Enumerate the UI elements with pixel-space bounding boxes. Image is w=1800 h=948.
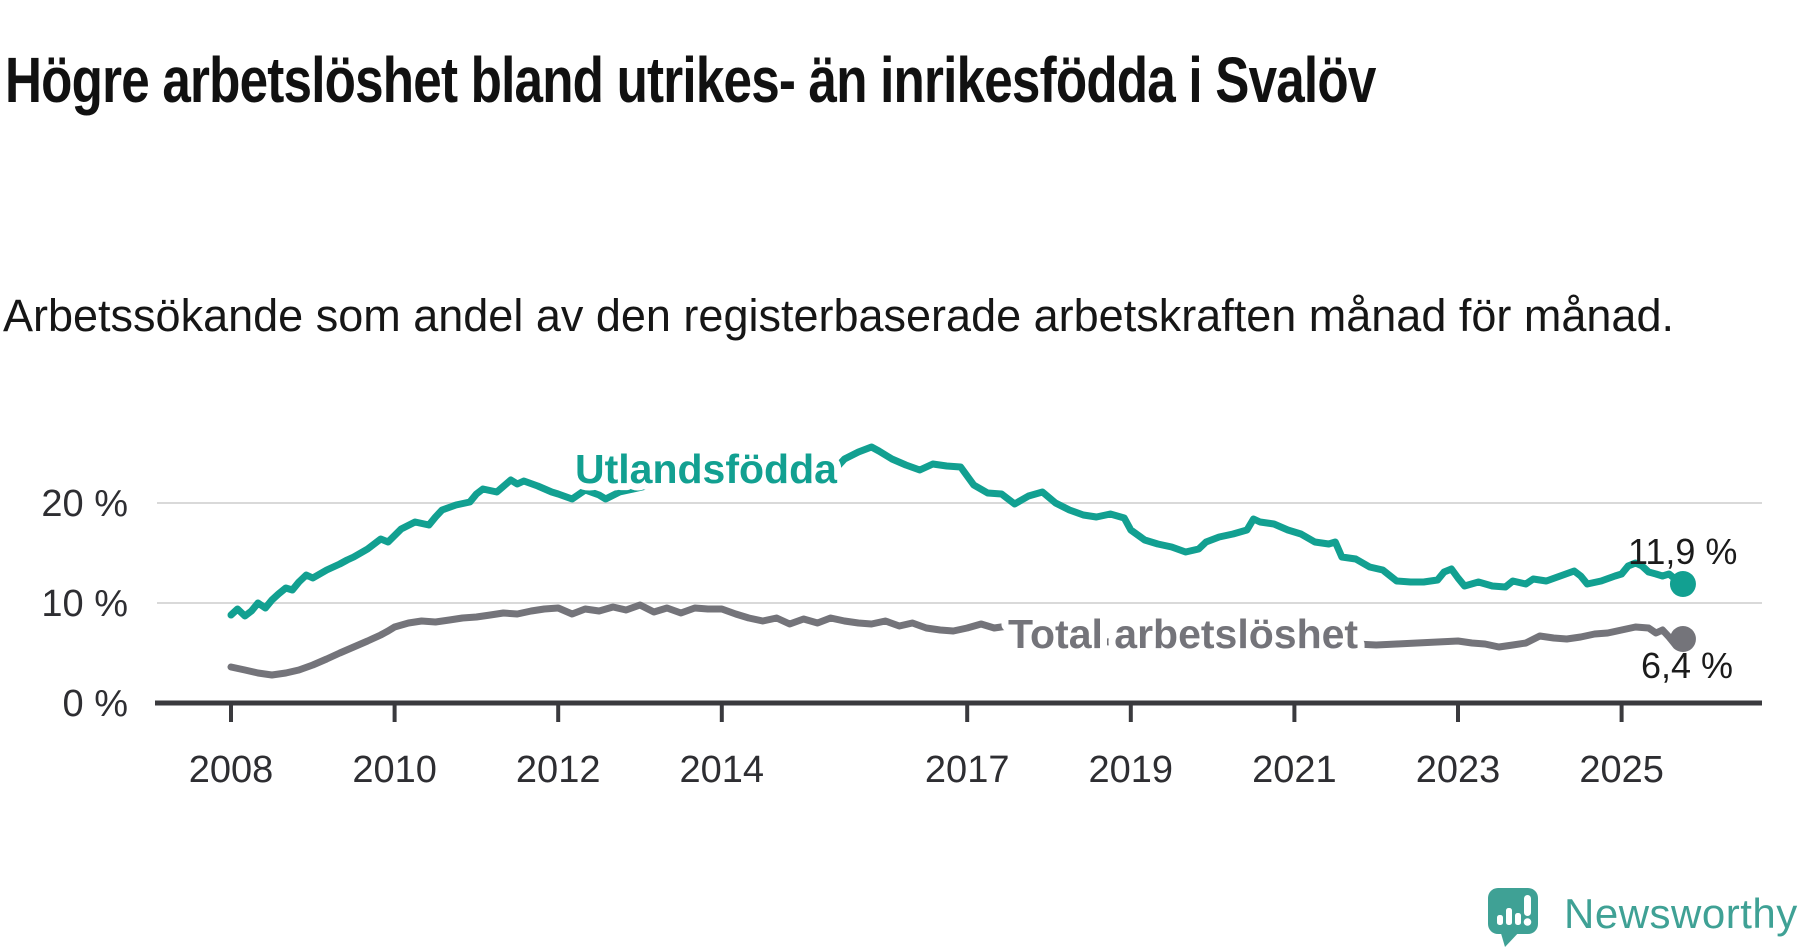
- series-end-dot-0: [1669, 571, 1696, 597]
- x-tick-label: 2019: [1089, 749, 1174, 791]
- y-tick-label: 20 %: [41, 483, 128, 525]
- series-line-0: [227, 443, 1687, 620]
- newsworthy-wordmark: Newsworthy: [1564, 890, 1798, 937]
- series-end-value-0: 11,9 %: [1628, 531, 1737, 572]
- y-tick-label: 0 %: [63, 683, 128, 725]
- series-label-1: Total arbetslöshet: [1008, 611, 1358, 657]
- x-tick-label: 2017: [925, 749, 1010, 791]
- x-tick-label: 2021: [1252, 749, 1337, 791]
- series-line-1: [227, 601, 1687, 679]
- page-title: Högre arbetslöshet bland utrikes- än inr…: [5, 43, 1376, 116]
- series-label-0: Utlandsfödda: [575, 446, 838, 492]
- x-tick-label: 2014: [680, 749, 765, 791]
- x-tick-label: 2023: [1416, 749, 1501, 791]
- x-tick-label: 2025: [1579, 749, 1664, 791]
- newsworthy-bubble-chart-icon: [1488, 888, 1538, 947]
- x-tick-label: 2008: [189, 749, 274, 791]
- x-tick-label: 2012: [516, 749, 601, 791]
- y-tick-label: 10 %: [41, 583, 128, 625]
- unemployment-line-chart: 2008 2010 2012 2014 2017 2019 2021 2023 2025 0 % 1…: [41, 439, 1762, 791]
- newsworthy-logo: Newsworthy: [1488, 888, 1800, 948]
- page-subtitle: Arbetssökande som andel av den registerb…: [3, 290, 1674, 341]
- series-end-value-1: 6,4 %: [1641, 645, 1733, 686]
- x-tick-label: 2010: [352, 749, 437, 791]
- series-end-dot-1: [1669, 626, 1696, 652]
